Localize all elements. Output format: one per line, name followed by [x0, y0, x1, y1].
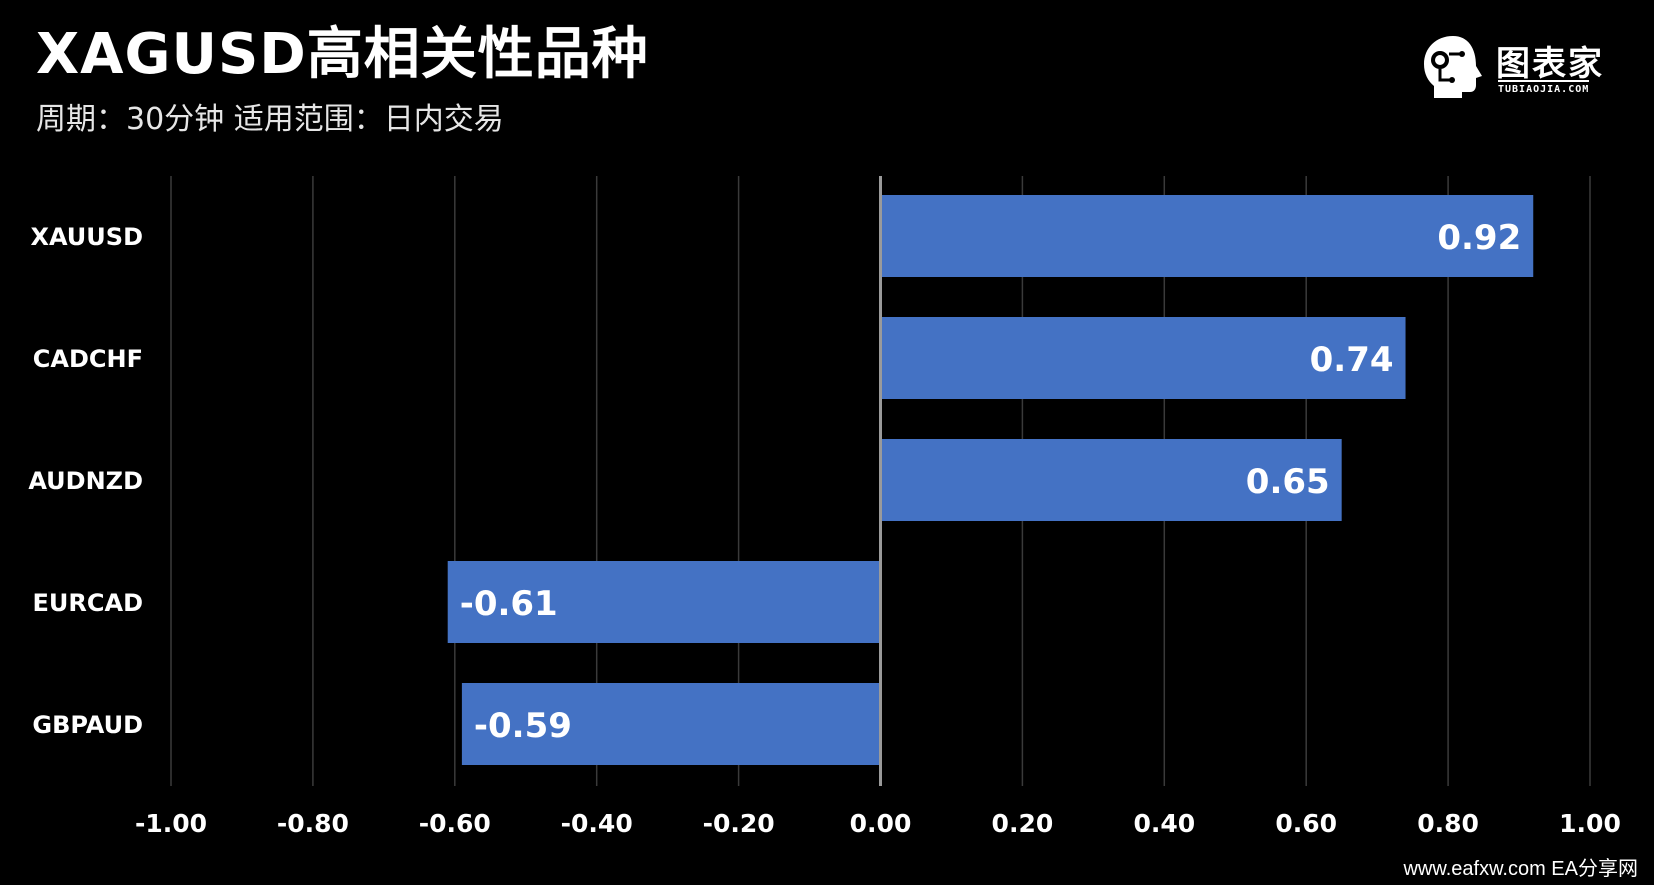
bar: [447, 561, 881, 643]
x-tick-label: 1.00: [1559, 809, 1621, 838]
x-tick-label: 0.20: [992, 809, 1054, 838]
x-tick-label: 0.40: [1133, 809, 1195, 838]
logo-subtext: TUBIAOJIA.COM: [1498, 80, 1590, 95]
bars: [447, 195, 1534, 765]
bar: [880, 317, 1406, 399]
value-label: 0.74: [1310, 340, 1394, 380]
x-tick-label: -0.80: [277, 809, 349, 838]
chart-title: XAGUSD高相关性品种: [36, 22, 649, 87]
bar: [880, 439, 1342, 521]
x-tick-label: 0.80: [1417, 809, 1479, 838]
x-tick-label: -0.60: [419, 809, 491, 838]
value-label: -0.59: [474, 706, 572, 746]
category-label: GBPAUD: [32, 711, 143, 739]
x-tick-label: -0.20: [703, 809, 775, 838]
value-label: -0.61: [460, 584, 558, 624]
x-tick-label: -1.00: [135, 809, 207, 838]
x-tick-label: -0.40: [561, 809, 633, 838]
grid-lines: [170, 176, 1591, 786]
labels: -1.00 -0.80 -0.60 -0.40 -0.20 0.00 0.20 0.40 0.6…: [28, 218, 1621, 838]
bar: [461, 683, 881, 765]
bar: [880, 195, 1534, 277]
value-label: 0.92: [1437, 218, 1521, 258]
category-label: CADCHF: [33, 345, 143, 373]
category-label: XAUUSD: [30, 223, 143, 251]
x-tick-label: 0.60: [1275, 809, 1337, 838]
robot-head-icon: [1424, 36, 1482, 98]
watermark: www.eafxw.com EA分享网: [1403, 858, 1638, 880]
category-label: AUDNZD: [28, 467, 143, 495]
logo-name: 图表家: [1496, 44, 1604, 84]
x-tick-label: 0.00: [850, 809, 912, 838]
chart-subtitle: 周期：30分钟 适用范围：日内交易: [36, 102, 504, 137]
brand-logo: 图表家 TUBIAOJIA.COM: [1418, 30, 1618, 104]
value-label: 0.65: [1246, 462, 1330, 502]
category-label: EURCAD: [33, 589, 143, 617]
